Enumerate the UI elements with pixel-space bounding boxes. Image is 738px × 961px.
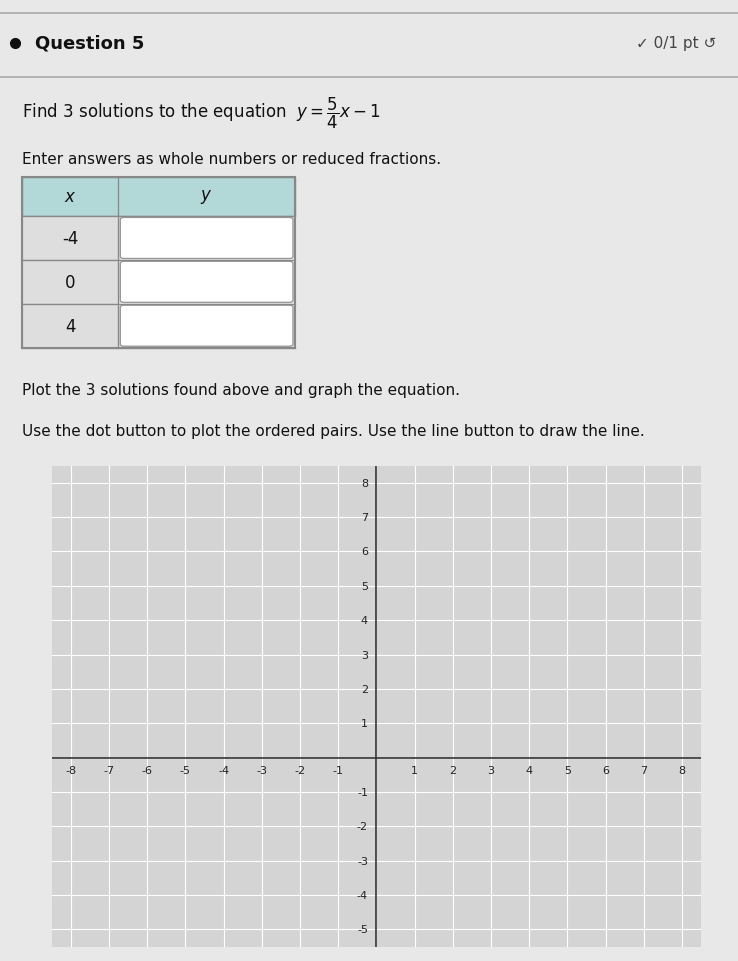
Text: ✓ 0/1 pt ↺: ✓ 0/1 pt ↺ <box>635 37 716 51</box>
Text: -6: -6 <box>142 765 153 776</box>
Text: -4: -4 <box>357 890 368 900</box>
Text: 8: 8 <box>361 479 368 488</box>
Text: 6: 6 <box>361 547 368 556</box>
FancyBboxPatch shape <box>120 218 293 259</box>
Text: -7: -7 <box>103 765 114 776</box>
Text: 4: 4 <box>361 616 368 626</box>
FancyBboxPatch shape <box>22 305 118 348</box>
FancyBboxPatch shape <box>22 178 295 217</box>
Text: -1: -1 <box>357 787 368 797</box>
Text: -5: -5 <box>357 924 368 934</box>
Text: $x$: $x$ <box>64 188 76 207</box>
Text: -5: -5 <box>180 765 191 776</box>
Text: 3: 3 <box>488 765 494 776</box>
Text: Question 5: Question 5 <box>35 35 145 53</box>
Text: -4: -4 <box>62 230 78 248</box>
Text: -8: -8 <box>65 765 76 776</box>
Text: 1: 1 <box>411 765 418 776</box>
Text: 8: 8 <box>678 765 686 776</box>
FancyBboxPatch shape <box>120 262 293 303</box>
Text: -3: -3 <box>256 765 267 776</box>
Text: 2: 2 <box>449 765 456 776</box>
Text: $y$: $y$ <box>201 188 213 207</box>
Text: 5: 5 <box>564 765 571 776</box>
FancyBboxPatch shape <box>22 217 118 260</box>
Text: -2: -2 <box>294 765 306 776</box>
Text: 5: 5 <box>361 581 368 591</box>
Text: 4: 4 <box>65 317 75 335</box>
Text: 6: 6 <box>602 765 609 776</box>
Text: -3: -3 <box>357 856 368 866</box>
FancyBboxPatch shape <box>22 260 118 305</box>
Text: Find 3 solutions to the equation  $y = \dfrac{5}{4}x - 1$: Find 3 solutions to the equation $y = \d… <box>22 95 381 131</box>
FancyBboxPatch shape <box>120 306 293 347</box>
Text: 3: 3 <box>361 650 368 660</box>
Text: -4: -4 <box>218 765 229 776</box>
Text: 4: 4 <box>525 765 533 776</box>
Text: 1: 1 <box>361 719 368 728</box>
Text: Use the dot button to plot the ordered pairs. Use the line button to draw the li: Use the dot button to plot the ordered p… <box>22 424 645 439</box>
Text: Plot the 3 solutions found above and graph the equation.: Plot the 3 solutions found above and gra… <box>22 382 460 397</box>
Text: 7: 7 <box>361 512 368 523</box>
Text: -2: -2 <box>357 822 368 831</box>
Text: -1: -1 <box>333 765 344 776</box>
Text: 2: 2 <box>361 684 368 694</box>
Text: 0: 0 <box>65 274 75 291</box>
Text: 7: 7 <box>641 765 647 776</box>
Text: Enter answers as whole numbers or reduced fractions.: Enter answers as whole numbers or reduce… <box>22 152 441 166</box>
